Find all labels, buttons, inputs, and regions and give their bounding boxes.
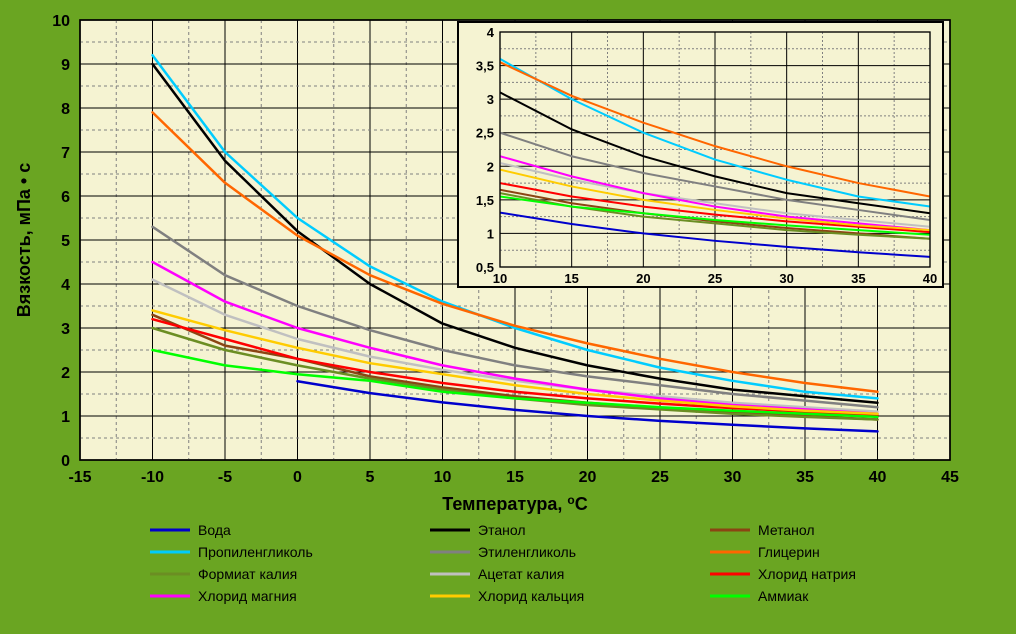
x-tick-label: 45 bbox=[941, 469, 959, 486]
inset-x-tick: 40 bbox=[923, 271, 937, 286]
x-tick-label: -15 bbox=[68, 469, 91, 486]
y-tick-label: 9 bbox=[61, 57, 70, 74]
legend-label: Метанол bbox=[758, 522, 815, 538]
y-axis-label: Вязкость, мПа • с bbox=[14, 163, 34, 317]
legend-label: Пропиленгликоль bbox=[198, 544, 313, 560]
y-tick-label: 10 bbox=[52, 13, 70, 30]
inset-y-tick: 1 bbox=[487, 226, 494, 241]
legend-label: Аммиак bbox=[758, 588, 809, 604]
y-tick-label: 3 bbox=[61, 321, 70, 338]
x-tick-label: 5 bbox=[366, 469, 375, 486]
x-tick-label: 25 bbox=[651, 469, 669, 486]
inset-y-tick: 4 bbox=[487, 25, 495, 40]
inset-y-tick: 3 bbox=[487, 92, 494, 107]
legend-label: Этанол bbox=[478, 522, 525, 538]
x-tick-label: 0 bbox=[293, 469, 302, 486]
inset-y-tick: 1,5 bbox=[476, 193, 494, 208]
chart-container: -15-10-5051015202530354045012345678910Те… bbox=[0, 0, 1016, 634]
y-tick-label: 8 bbox=[61, 101, 70, 118]
inset-x-tick: 20 bbox=[636, 271, 650, 286]
x-tick-label: 10 bbox=[434, 469, 452, 486]
x-tick-label: 15 bbox=[506, 469, 524, 486]
legend-label: Хлорид натрия bbox=[758, 566, 856, 582]
legend-label: Этиленгликоль bbox=[478, 544, 576, 560]
x-tick-label: 30 bbox=[724, 469, 742, 486]
x-tick-label: 40 bbox=[869, 469, 887, 486]
inset-y-tick: 2,5 bbox=[476, 126, 494, 141]
y-tick-label: 1 bbox=[61, 409, 70, 426]
legend-label: Хлорид кальция bbox=[478, 588, 584, 604]
y-tick-label: 5 bbox=[61, 233, 70, 250]
legend-label: Хлорид магния bbox=[198, 588, 297, 604]
y-tick-label: 0 bbox=[61, 453, 70, 470]
inset-x-tick: 10 bbox=[493, 271, 507, 286]
inset-x-tick: 35 bbox=[851, 271, 865, 286]
y-tick-label: 6 bbox=[61, 189, 70, 206]
chart-svg: -15-10-5051015202530354045012345678910Те… bbox=[0, 0, 1016, 634]
inset-x-tick: 30 bbox=[779, 271, 793, 286]
x-tick-label: -5 bbox=[218, 469, 232, 486]
x-axis-label: Температура, oC bbox=[442, 493, 587, 514]
y-tick-label: 7 bbox=[61, 145, 70, 162]
x-tick-label: -10 bbox=[141, 469, 164, 486]
y-tick-label: 4 bbox=[61, 277, 70, 294]
inset-y-tick: 0,5 bbox=[476, 260, 494, 275]
x-tick-label: 35 bbox=[796, 469, 814, 486]
inset-x-tick: 15 bbox=[564, 271, 578, 286]
legend-label: Ацетат калия bbox=[478, 566, 564, 582]
y-tick-label: 2 bbox=[61, 365, 70, 382]
legend-label: Глицерин bbox=[758, 544, 820, 560]
inset-y-tick: 3,5 bbox=[476, 59, 494, 74]
x-tick-label: 20 bbox=[579, 469, 597, 486]
legend-label: Формиат калия bbox=[198, 566, 297, 582]
legend-label: Вода bbox=[198, 522, 231, 538]
inset-y-tick: 2 bbox=[487, 159, 494, 174]
inset-x-tick: 25 bbox=[708, 271, 722, 286]
